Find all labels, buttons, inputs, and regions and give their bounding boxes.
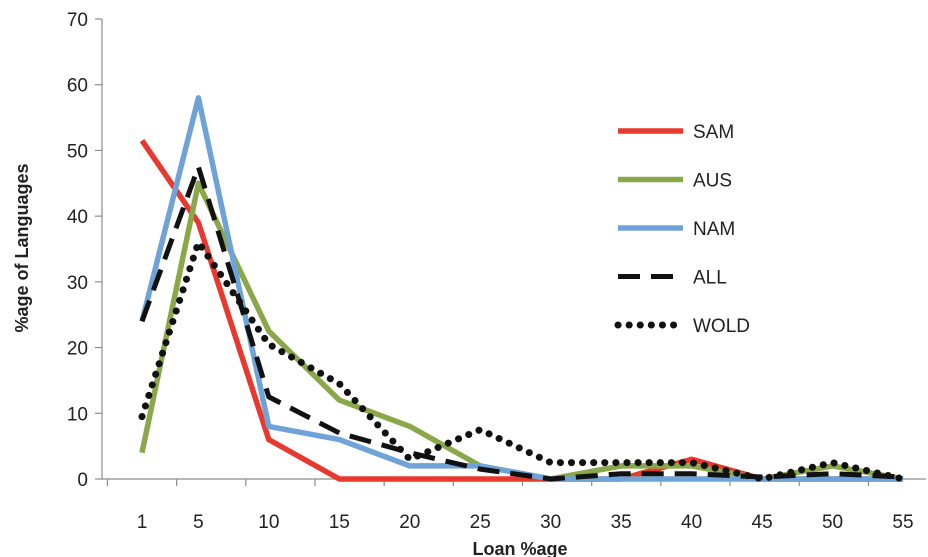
x-tick-label: 5 [193,512,204,533]
y-tick-label: 40 [67,207,88,228]
y-tick-label: 30 [67,273,88,294]
y-tick-label: 20 [67,339,88,360]
legend-label-wold: WOLD [693,316,750,337]
x-tick-label: 1 [137,512,148,533]
series-line-nam [139,95,903,482]
legend-label-aus: AUS [693,171,732,192]
x-tick-label: 45 [752,512,773,533]
y-axis: 0 10 20 30 40 50 60 70 [67,10,103,491]
y-tick-label: 0 [77,470,88,491]
series-line-wold [138,238,907,483]
legend-label-all: ALL [693,268,727,289]
x-tick-label: 50 [822,512,843,533]
legend-label-sam: SAM [693,122,734,143]
x-tick-label: 10 [258,512,279,533]
y-tick-label: 60 [67,76,88,97]
plot-area [138,95,907,483]
x-tick-label: 25 [470,512,491,533]
legend-label-nam: NAM [693,219,735,240]
x-tick-label: 30 [540,512,561,533]
legend: SAM AUS NAM ALL WOLD [614,122,750,337]
y-axis-title: %age of Languages [12,163,32,332]
series-line-all [139,164,904,482]
x-tick-label: 55 [892,512,913,533]
y-tick-label: 70 [67,10,88,31]
x-tick-label: 35 [611,512,632,533]
y-tick-label: 50 [67,141,88,162]
x-tick-label: 40 [681,512,702,533]
x-axis-title: Loan %age [472,539,567,557]
y-tick-label: 10 [67,404,88,425]
x-tick-label: 20 [399,512,420,533]
x-tick-label: 15 [329,512,350,533]
x-axis: 1 5 10 15 20 25 30 35 40 45 50 55 [102,478,926,533]
